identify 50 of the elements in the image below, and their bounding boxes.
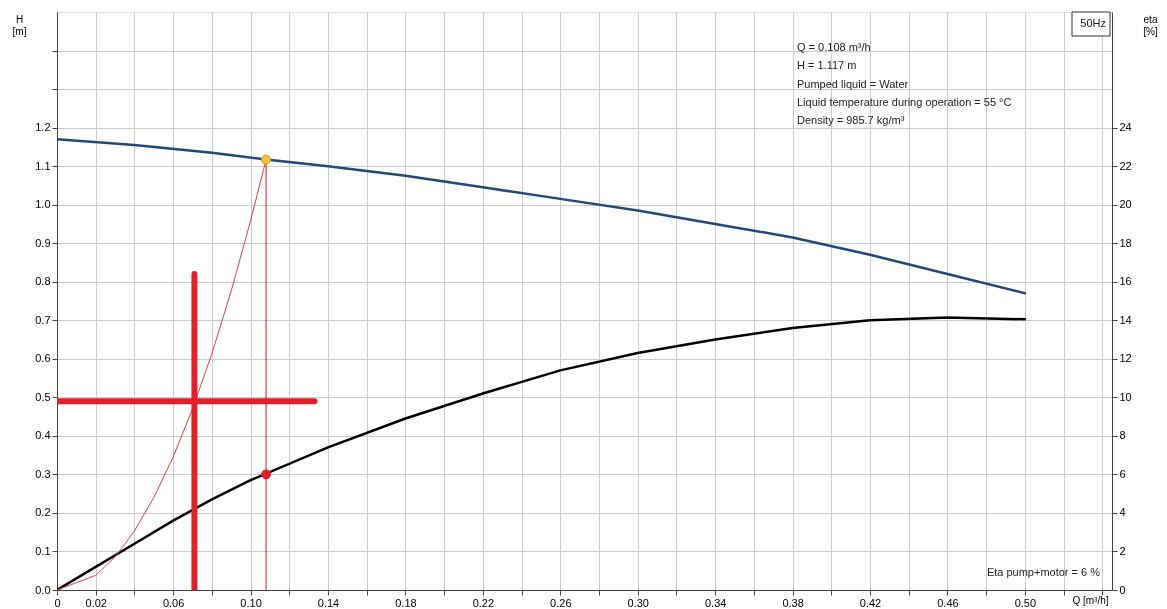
y-tick-label: 0.0 bbox=[35, 583, 51, 596]
y2-tick-label: 8 bbox=[1119, 429, 1126, 442]
y2-tick-label: 20 bbox=[1119, 198, 1132, 211]
y-tick-label: 0.2 bbox=[35, 506, 51, 519]
y2-tick-label: 12 bbox=[1119, 352, 1132, 365]
x-tick-label: 0.06 bbox=[162, 596, 185, 609]
annotation: Density = 985.7 kg/m³ bbox=[797, 114, 905, 126]
y-axis-title: H [m] bbox=[12, 13, 27, 37]
x-tick-label: 0.38 bbox=[782, 596, 804, 609]
x-tick-label: 0 bbox=[54, 596, 61, 609]
y-tick-label: 0.1 bbox=[35, 544, 51, 557]
x-tick-label: 0.42 bbox=[859, 596, 882, 609]
y2-tick-label: 24 bbox=[1119, 121, 1132, 134]
y2-tick-label: 22 bbox=[1119, 159, 1132, 172]
y-tick-label: 1.0 bbox=[35, 198, 51, 211]
y-tick-label: 0.3 bbox=[35, 467, 51, 480]
x-tick-label: 0.46 bbox=[937, 596, 959, 609]
annotation: Eta pump+motor = 6 % bbox=[986, 566, 1101, 578]
y2-tick-label: 0 bbox=[1119, 583, 1126, 596]
y-tick-label: 0.6 bbox=[35, 352, 51, 365]
x-tick-label: 0.30 bbox=[627, 596, 649, 609]
x-tick-label: 0.14 bbox=[317, 596, 340, 609]
annotation: 50Hz bbox=[1080, 17, 1106, 29]
y2-tick-label: 10 bbox=[1119, 390, 1132, 403]
y2-axis-title: eta [%] bbox=[1143, 13, 1158, 37]
y2-tick-label: 16 bbox=[1119, 275, 1132, 288]
annotation: H = 1.117 m bbox=[797, 59, 857, 71]
x-tick-label: 0.50 bbox=[1014, 596, 1037, 609]
y-tick-label: 1.1 bbox=[35, 159, 51, 172]
y2-tick-label: 6 bbox=[1119, 467, 1126, 480]
y-tick-label: 1.2 bbox=[35, 121, 51, 134]
y2-tick-label: 2 bbox=[1119, 544, 1126, 557]
x-tick-label: 0.02 bbox=[85, 596, 107, 609]
x-tick-label: 0.18 bbox=[395, 596, 417, 609]
x-axis-title: Q [m³/h] bbox=[1072, 594, 1109, 606]
y2-tick-label: 4 bbox=[1119, 506, 1126, 519]
y-tick-label: 0.9 bbox=[35, 236, 51, 249]
annotation: Q = 0.108 m³/h bbox=[797, 41, 871, 53]
y-tick-label: 0.7 bbox=[35, 313, 51, 326]
y-tick-label: 0.8 bbox=[35, 275, 51, 288]
x-tick-label: 0.26 bbox=[550, 596, 572, 609]
annotation: Pumped liquid = Water bbox=[797, 78, 909, 90]
x-tick-label: 0.34 bbox=[704, 596, 727, 609]
annotation: Liquid temperature during operation = 55 °C bbox=[797, 96, 1012, 108]
y2-tick-label: 14 bbox=[1119, 313, 1132, 326]
y2-tick-label: 18 bbox=[1119, 236, 1132, 249]
x-tick-label: 0.10 bbox=[240, 596, 262, 609]
x-tick-label: 0.22 bbox=[472, 596, 495, 609]
y-tick-label: 0.5 bbox=[35, 390, 51, 403]
y-tick-label: 0.4 bbox=[35, 429, 51, 442]
